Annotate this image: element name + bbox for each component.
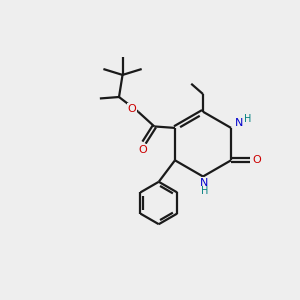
Text: H: H <box>244 114 251 124</box>
Text: N: N <box>235 118 244 128</box>
Text: O: O <box>252 155 261 165</box>
Text: O: O <box>127 104 136 114</box>
Text: H: H <box>201 186 208 196</box>
Text: O: O <box>138 145 147 155</box>
Text: N: N <box>200 178 209 188</box>
